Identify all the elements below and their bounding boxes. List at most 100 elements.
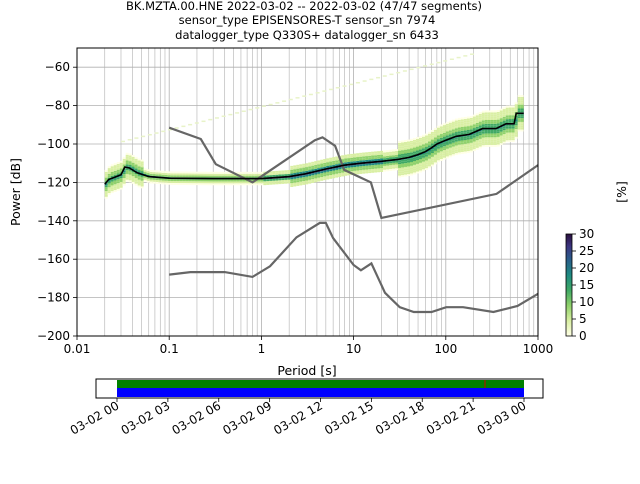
heatmap-cell [182, 183, 186, 186]
heatmap-cell [287, 177, 291, 180]
heatmap-cell [490, 123, 494, 126]
y-tick-label: −140 [37, 214, 70, 228]
heatmap-cell [481, 114, 485, 117]
heatmap-cell [436, 154, 440, 157]
heatmap-cell [487, 137, 491, 140]
heatmap-cell [266, 179, 270, 182]
heatmap-cell [299, 171, 303, 174]
heatmap-cell [433, 135, 437, 138]
heatmap-cell [239, 171, 243, 174]
heatmap-cell [448, 155, 452, 158]
heatmap-cell [116, 173, 120, 176]
heatmap-cell [401, 144, 405, 147]
heatmap-cell [445, 137, 449, 140]
heatmap-cell [511, 140, 515, 143]
heatmap-cell [499, 110, 503, 113]
heatmap-cell [377, 166, 381, 169]
heatmap-cell [179, 183, 183, 185]
heatmap-cell [505, 119, 509, 122]
heatmap-cell [110, 168, 114, 171]
heatmap-cell [404, 163, 408, 166]
heatmap-cell [113, 186, 117, 189]
heatmap-cell [520, 127, 524, 130]
heatmap-cell [275, 172, 279, 175]
heatmap-cell [430, 143, 434, 146]
heatmap-cell [457, 142, 461, 145]
heatmap-cell [167, 180, 171, 183]
heatmap-cell [356, 153, 360, 156]
heatmap-cell [493, 120, 497, 122]
heatmap-cell [451, 154, 455, 157]
heatmap-cell [374, 151, 378, 154]
heatmap-cell [487, 110, 491, 113]
heatmap-cell [113, 178, 117, 181]
heatmap-cell [445, 123, 449, 126]
heatmap-cell [457, 137, 461, 139]
heatmap-cell [442, 136, 446, 139]
heatmap-cell [398, 154, 402, 157]
heatmap-cell [427, 160, 431, 163]
heatmap-cell [272, 182, 276, 185]
heatmap-cell [275, 182, 279, 185]
heatmap-cell [242, 179, 246, 182]
heatmap-cell [281, 180, 285, 182]
heatmap-cell [179, 173, 183, 176]
heatmap-cell [508, 140, 512, 143]
heatmap-cell [197, 175, 201, 178]
heatmap-cell [457, 150, 461, 153]
heatmap-cell [472, 128, 476, 130]
heatmap-cell [305, 178, 309, 181]
heatmap-cell [398, 166, 402, 168]
x-axis-label: Period [s] [277, 363, 336, 378]
heatmap-cell [122, 162, 126, 165]
heatmap-cell [392, 153, 396, 156]
heatmap-cell [386, 165, 390, 168]
heatmap-cell [433, 141, 437, 144]
heatmap-cell [424, 135, 428, 138]
heatmap-cell [481, 143, 485, 146]
heatmap-cell [496, 121, 500, 124]
heatmap-cell [338, 169, 342, 172]
heatmap-cell [377, 153, 381, 155]
heatmap-cell [201, 120, 206, 123]
heatmap-cell [407, 149, 410, 152]
heatmap-cell [146, 173, 150, 175]
heatmap-cell [314, 166, 318, 169]
heatmap-cell [460, 132, 464, 135]
heatmap-cell [344, 162, 348, 165]
heatmap-cell [412, 139, 416, 142]
heatmap-cell [415, 142, 419, 145]
heatmap-cell [502, 107, 506, 110]
heatmap-cell [490, 129, 494, 132]
heatmap-cell [257, 183, 261, 186]
heatmap-cell [284, 181, 288, 184]
heatmap-cell [377, 158, 381, 161]
heatmap-cell [134, 137, 139, 139]
heatmap-cell [499, 133, 503, 136]
heatmap-cell [197, 183, 201, 186]
heatmap-cell [167, 128, 172, 131]
heatmap-cell [359, 166, 363, 169]
heatmap-cell [392, 160, 396, 163]
heatmap-cell [401, 171, 405, 174]
heatmap-cell [215, 173, 219, 176]
heatmap-cell [260, 173, 264, 176]
heatmap-cell [445, 127, 449, 130]
heatmap-cell [517, 129, 521, 132]
heatmap-cell [365, 156, 369, 159]
heatmap-cell [442, 132, 446, 135]
heatmap-cell [514, 134, 518, 137]
heatmap-cell [296, 170, 300, 173]
heatmap-cell [255, 107, 260, 109]
timeline-tick-label: 03-02 03 [119, 398, 173, 437]
heatmap-cell [131, 178, 135, 180]
heatmap-cell [377, 164, 381, 167]
heatmap-cell [326, 160, 330, 163]
heatmap-cell [342, 85, 347, 87]
heatmap-cell [200, 183, 204, 186]
heatmap-cell [457, 146, 461, 149]
heatmap-cell [158, 174, 162, 177]
heatmap-cell [481, 124, 485, 127]
heatmap-cell [257, 181, 261, 184]
heatmap-cell [430, 129, 434, 132]
